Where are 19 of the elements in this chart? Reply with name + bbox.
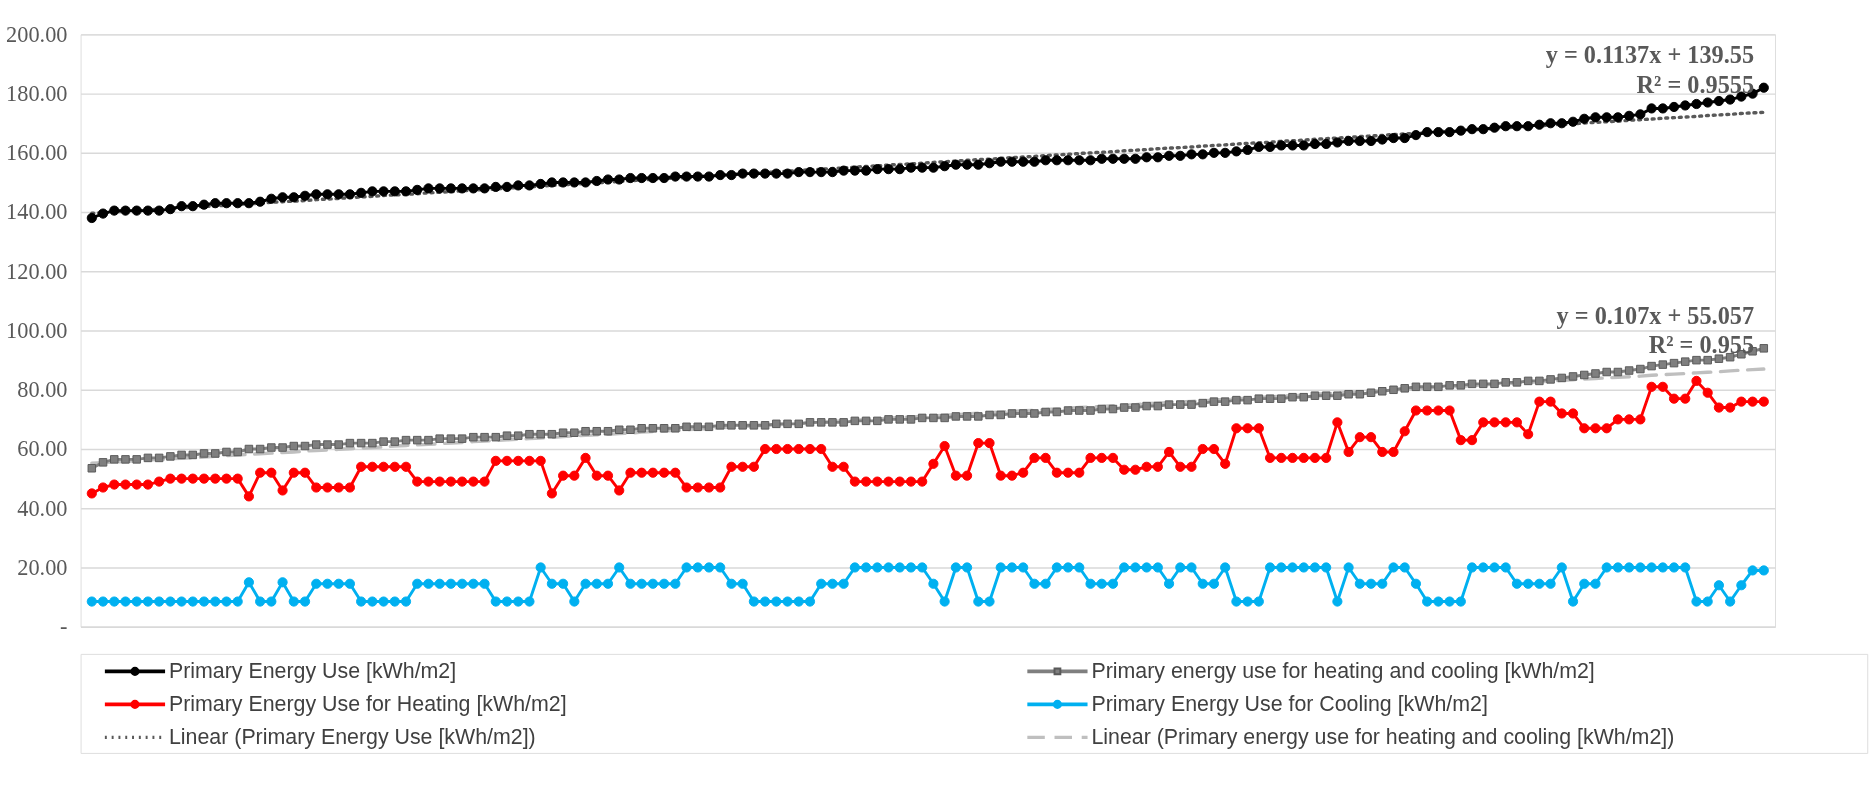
legend-label: Primary Energy Use for Cooling [kWh/m2] [1091, 692, 1488, 717]
y-tick-label: 40.00 [17, 495, 68, 521]
annotation: y = 0.107x + 55.057 R² = 0.955 [1556, 302, 1755, 359]
y-tick-label: 140.00 [6, 199, 68, 225]
legend-label: Primary energy use for heating and cooling [kWh/m2] [1091, 659, 1595, 684]
y-tick-label: - [60, 613, 68, 639]
annotation: y = 0.1137x + 139.55 R² = 0.9555 [1545, 41, 1755, 98]
y-tick-label: 160.00 [6, 140, 68, 166]
y-tick-label: 80.00 [17, 377, 68, 403]
legend-label: Linear (Primary energy use for heating and cooling [kWh/m2]) [1091, 725, 1675, 750]
y-tick-label: 20.00 [17, 554, 68, 580]
y-tick-label: 100.00 [6, 317, 68, 343]
y-tick-label: 180.00 [6, 80, 68, 106]
legend-label: Linear (Primary Energy Use [kWh/m2]) [168, 725, 536, 750]
legend-label: Primary Energy Use [kWh/m2] [168, 659, 457, 684]
y-tick-label: 200.00 [6, 21, 68, 47]
legend-label: Primary Energy Use for Heating [kWh/m2] [168, 692, 567, 717]
y-tick-label: 120.00 [6, 258, 68, 284]
y-tick-label: 60.00 [17, 436, 68, 462]
